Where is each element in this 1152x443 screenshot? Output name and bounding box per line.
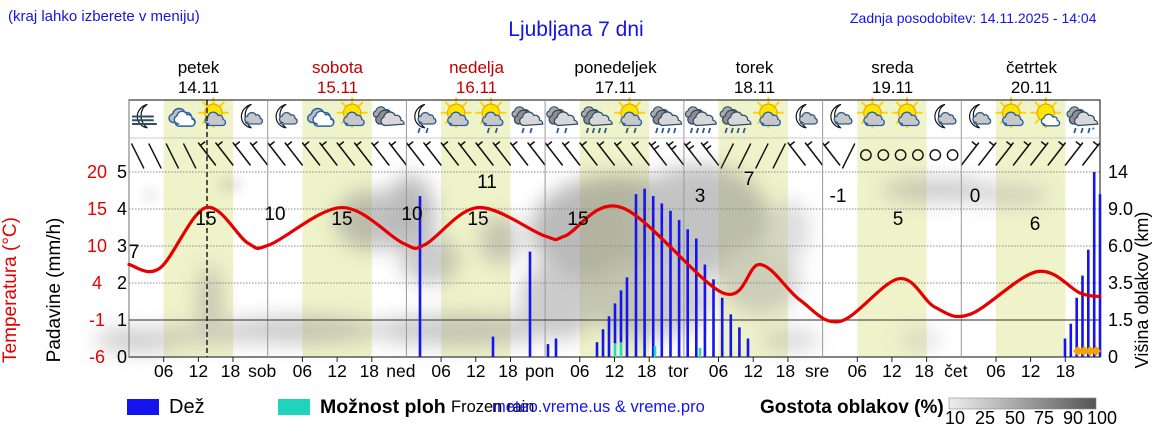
svg-text:Padavine (mm/h): Padavine (mm/h) xyxy=(44,218,65,363)
svg-text:10: 10 xyxy=(264,204,285,225)
svg-text:5: 5 xyxy=(893,209,904,230)
svg-text:15: 15 xyxy=(195,209,216,230)
svg-text:10: 10 xyxy=(945,408,965,428)
svg-text:2: 2 xyxy=(117,273,127,293)
svg-text:14: 14 xyxy=(1108,162,1128,182)
svg-text:50: 50 xyxy=(1005,408,1025,428)
svg-text:12: 12 xyxy=(466,361,485,381)
svg-text:Gostota oblakov (%): Gostota oblakov (%) xyxy=(760,397,944,418)
svg-text:*: * xyxy=(1092,126,1095,135)
svg-text:5: 5 xyxy=(117,162,127,182)
svg-text:18: 18 xyxy=(498,361,517,381)
svg-text:18: 18 xyxy=(637,361,656,381)
svg-text:06: 06 xyxy=(431,361,450,381)
svg-text:15: 15 xyxy=(87,199,107,219)
svg-text:ned: ned xyxy=(386,361,415,381)
svg-text:10: 10 xyxy=(401,204,422,225)
svg-text:06: 06 xyxy=(986,361,1005,381)
svg-text:0: 0 xyxy=(117,347,127,367)
svg-text:06: 06 xyxy=(154,361,173,381)
svg-text:1: 1 xyxy=(117,310,127,330)
svg-text:12: 12 xyxy=(1021,361,1040,381)
svg-text:4: 4 xyxy=(117,199,127,219)
svg-text:06: 06 xyxy=(709,361,728,381)
svg-text:18: 18 xyxy=(221,361,240,381)
svg-text:12: 12 xyxy=(882,361,901,381)
svg-text:-1: -1 xyxy=(89,310,105,330)
svg-text:0: 0 xyxy=(970,186,981,207)
svg-text:3.5: 3.5 xyxy=(1108,273,1133,293)
svg-text:06: 06 xyxy=(848,361,867,381)
svg-text:12: 12 xyxy=(605,361,624,381)
svg-text:pon: pon xyxy=(525,361,554,381)
svg-text:15: 15 xyxy=(331,209,352,230)
svg-text:11: 11 xyxy=(477,172,497,193)
svg-text:meteo.vreme.us & vreme.pro: meteo.vreme.us & vreme.pro xyxy=(492,398,705,416)
svg-text:0: 0 xyxy=(1108,347,1118,367)
svg-text:čet: čet xyxy=(944,361,967,381)
svg-text:18: 18 xyxy=(776,361,795,381)
svg-text:15: 15 xyxy=(567,209,588,230)
svg-text:9.0: 9.0 xyxy=(1108,199,1133,219)
svg-text:Temperatura (°C): Temperatura (°C) xyxy=(0,217,21,363)
svg-text:20: 20 xyxy=(87,162,107,182)
svg-text:25: 25 xyxy=(975,408,995,428)
svg-text:-6: -6 xyxy=(89,347,105,367)
svg-text:6: 6 xyxy=(1030,214,1041,235)
svg-text:10: 10 xyxy=(87,236,107,256)
svg-text:18: 18 xyxy=(1056,361,1075,381)
svg-text:Višina oblakov (km): Višina oblakov (km) xyxy=(1132,212,1152,369)
svg-text:90: 90 xyxy=(1063,408,1083,428)
svg-text:100: 100 xyxy=(1087,408,1117,428)
svg-text:18: 18 xyxy=(914,361,933,381)
svg-text:-1: -1 xyxy=(830,186,847,207)
svg-text:12: 12 xyxy=(327,361,346,381)
svg-text:06: 06 xyxy=(570,361,589,381)
svg-text:7: 7 xyxy=(744,169,755,190)
svg-text:Dež: Dež xyxy=(169,396,205,418)
svg-text:tor: tor xyxy=(668,361,689,381)
svg-text:12: 12 xyxy=(743,361,762,381)
svg-text:3: 3 xyxy=(695,186,706,207)
svg-text:sre: sre xyxy=(805,361,829,381)
svg-text:7: 7 xyxy=(129,242,140,263)
svg-text:1.5: 1.5 xyxy=(1108,310,1133,330)
svg-text:4: 4 xyxy=(92,273,102,293)
svg-text:6.0: 6.0 xyxy=(1108,236,1133,256)
svg-text:12: 12 xyxy=(189,361,208,381)
svg-text:06: 06 xyxy=(293,361,312,381)
svg-text:15: 15 xyxy=(467,209,488,230)
svg-text:3: 3 xyxy=(117,236,127,256)
svg-text:18: 18 xyxy=(360,361,379,381)
svg-text:75: 75 xyxy=(1034,408,1054,428)
svg-text:sob: sob xyxy=(248,361,276,381)
svg-text:Možnost ploh: Možnost ploh xyxy=(320,396,446,418)
